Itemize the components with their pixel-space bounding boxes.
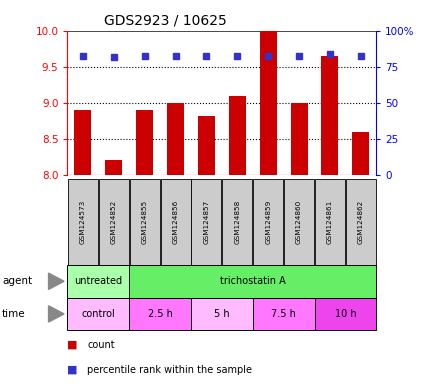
Text: GSM124852: GSM124852: [111, 200, 116, 244]
Text: GSM124859: GSM124859: [265, 200, 270, 244]
Bar: [321, 56, 338, 175]
Polygon shape: [49, 273, 64, 290]
Text: count: count: [87, 340, 115, 350]
Text: time: time: [2, 309, 26, 319]
Bar: [105, 161, 122, 175]
Bar: [352, 131, 368, 175]
Bar: [136, 110, 153, 175]
Bar: [259, 31, 276, 175]
Text: trichostatin A: trichostatin A: [219, 276, 285, 286]
Text: GSM124860: GSM124860: [296, 200, 301, 244]
Text: GSM124857: GSM124857: [203, 200, 209, 244]
Text: untreated: untreated: [74, 276, 122, 286]
Bar: [167, 103, 184, 175]
Text: agent: agent: [2, 276, 32, 286]
Text: 5 h: 5 h: [214, 309, 229, 319]
Polygon shape: [49, 306, 64, 322]
Text: 10 h: 10 h: [334, 309, 355, 319]
Text: GSM124856: GSM124856: [172, 200, 178, 244]
Bar: [290, 103, 307, 175]
Text: 7.5 h: 7.5 h: [270, 309, 296, 319]
Text: ■: ■: [67, 340, 78, 350]
Text: ■: ■: [67, 365, 78, 375]
Text: percentile rank within the sample: percentile rank within the sample: [87, 365, 251, 375]
Text: control: control: [81, 309, 115, 319]
Text: GSM124861: GSM124861: [326, 200, 332, 244]
Text: GSM124862: GSM124862: [357, 200, 363, 244]
Text: GDS2923 / 10625: GDS2923 / 10625: [104, 13, 226, 27]
Text: GSM124573: GSM124573: [80, 200, 85, 244]
Bar: [74, 110, 91, 175]
Bar: [197, 116, 214, 175]
Text: 2.5 h: 2.5 h: [147, 309, 172, 319]
Bar: [228, 96, 245, 175]
Text: GSM124858: GSM124858: [234, 200, 240, 244]
Text: GSM124855: GSM124855: [141, 200, 147, 244]
